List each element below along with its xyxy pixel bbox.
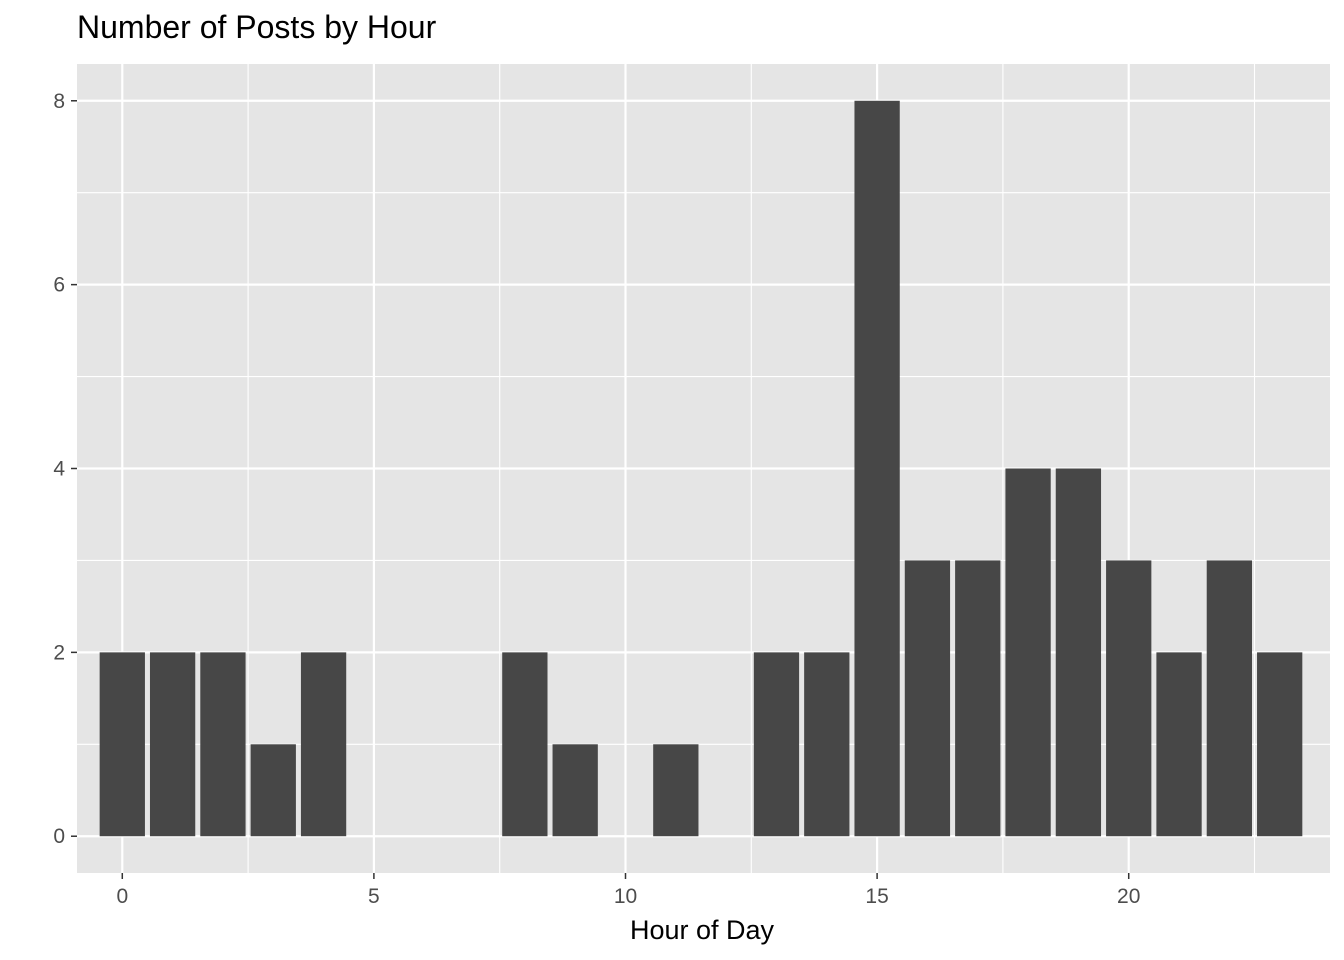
bar-hour-16 (904, 560, 951, 837)
bar-hour-22 (1206, 560, 1253, 837)
x-tick-label: 10 (614, 885, 637, 908)
x-tick-label: 0 (116, 885, 128, 908)
x-axis: 0 5 10 15 20 (116, 873, 1140, 908)
bar-hour-21 (1156, 652, 1202, 837)
bar-hour-4 (300, 652, 347, 837)
bar-hour-0 (99, 652, 145, 837)
chart-title: Number of Posts by Hour (77, 9, 437, 45)
x-tick-label: 5 (368, 885, 380, 908)
x-tick-label: 20 (1117, 885, 1140, 908)
y-axis: 0 2 4 6 8 (53, 90, 77, 848)
y-tick-label: 6 (53, 274, 65, 297)
bar-hour-14 (804, 652, 850, 837)
bar-hour-15 (854, 100, 900, 837)
bar-hour-17 (955, 560, 1001, 837)
bar-hour-19 (1055, 468, 1102, 837)
bar-hour-1 (149, 652, 196, 837)
x-axis-title: Hour of Day (630, 915, 775, 945)
bar-hour-9 (552, 744, 598, 837)
y-tick-label: 8 (53, 90, 65, 113)
bar-hour-3 (250, 744, 296, 837)
bar-hour-18 (1005, 468, 1051, 837)
bar-hour-13 (753, 652, 800, 837)
y-tick-label: 2 (53, 641, 65, 664)
bar-hour-8 (502, 652, 548, 837)
bar-hour-2 (200, 652, 246, 837)
x-tick-label: 15 (865, 885, 888, 908)
y-tick-label: 0 (53, 825, 65, 848)
bar-hour-23 (1257, 652, 1303, 837)
bar-hour-20 (1106, 560, 1152, 837)
bar-hour-11 (653, 744, 699, 837)
y-tick-label: 4 (53, 458, 65, 481)
bars (99, 100, 1303, 837)
